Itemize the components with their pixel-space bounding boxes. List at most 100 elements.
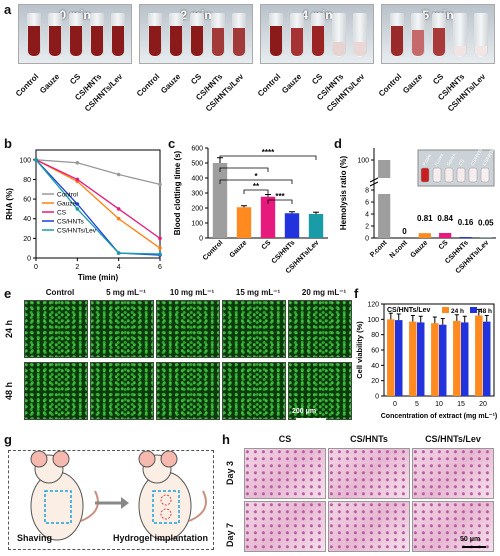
data-point [76,161,80,165]
y-tick-label: 600 [191,146,203,153]
blood-fill [70,26,82,56]
y-tick-label: 0 [375,394,379,401]
data-point [34,158,38,162]
tube [390,13,404,57]
y-tick-label: 100 [19,157,31,164]
x-tick-label: 6 [158,264,162,271]
legend-swatch [442,307,449,313]
inset-tube [445,168,453,182]
column-label: 20 mg mL⁻¹ [292,288,356,297]
y-tick-label: 40 [371,363,379,370]
y-axis-label: Cell viability (%) [355,321,364,379]
legend-label: 24 h [451,308,464,315]
histology-image [412,448,494,499]
blood-fill [49,26,61,56]
bar [453,321,460,396]
bar [439,233,451,238]
series-line-2 [36,160,160,239]
blood-fill [191,26,203,56]
category-label: Gauze [409,239,429,259]
data-point [117,207,121,211]
bar [309,214,323,238]
blood-fill [454,46,466,56]
row-label: 24 h [4,320,14,338]
significance-label: *** [275,192,285,201]
bar [417,322,424,396]
y-axis-label: Hemolysis ratio (%) [339,156,348,231]
series-line-1 [36,160,160,248]
value-label: 0.81 [417,214,433,223]
x-tick-label: 0 [393,401,397,408]
blood-fill [475,46,487,56]
series-line-4 [36,160,160,254]
histology-image [328,448,410,499]
row-label: Day 3 [225,461,235,485]
blood-fill [333,42,345,56]
blood-fill [28,26,40,56]
blood-fill [212,28,224,56]
bar [378,160,390,178]
row-label: 48 h [4,382,14,400]
inset-tube [433,168,441,182]
fluorescence-image [24,300,88,358]
x-tick-label: 4 [117,264,121,271]
tube [190,13,204,57]
histology-image [244,448,326,499]
y-tick-label: 80 [23,177,31,184]
blood-fill [433,28,445,56]
bar [237,207,251,238]
tube [269,13,283,57]
panel-label-a: a [4,2,11,17]
category-label: Gauze [229,239,249,259]
y-tick-label: 20 [23,236,31,243]
y-axis-label: RHA (%) [5,188,14,220]
x-tick-label: 5 [415,401,419,408]
y-tick-label: 500 [191,161,203,168]
category-label: N.cont [389,239,410,260]
y-tick-label: 2 [365,224,369,231]
value-label: 0.16 [458,218,474,227]
significance-label: **** [262,148,275,157]
y-axis-label: Blood clotting time (s) [173,150,182,235]
y-tick-label: 80 [371,332,379,339]
arrow-head-icon [121,497,129,509]
tube [453,13,467,57]
fluorescence-image [222,362,286,420]
panel-g-frame: Shaving Hydrogel implantation [8,450,214,550]
legend-swatch [470,307,477,313]
tube [111,13,125,57]
blood-fill [291,28,303,56]
bar [378,194,390,238]
legend-label: CS/HNTs [57,219,84,226]
significance-label: ** [253,182,260,191]
blood-fill [354,42,366,56]
y-tick-label: 100 [357,158,369,165]
tube [432,13,446,57]
bar [483,322,490,396]
tube [332,13,346,57]
inset-tube [469,168,477,182]
histology-image [328,501,410,552]
fluorescence-image [156,362,220,420]
x-axis-label: Concentration of extract (mg mL⁻¹) [381,413,497,420]
mouse-shaving-icon [31,451,98,540]
tube [169,13,183,57]
blood-fill [149,26,161,56]
bar [461,322,468,396]
category-label: Control [202,239,225,262]
bar [213,163,227,238]
y-tick-label: 20 [371,378,379,385]
category-label: P.cont [369,239,389,259]
fluorescence-image [90,300,154,358]
blood-fill [312,26,324,56]
data-point [158,246,162,250]
chart-title: CS/HNTs/Lev [387,307,431,314]
data-point [158,237,162,241]
legend-label: Gauze [57,201,77,208]
column-label: 15 mg mL⁻¹ [226,288,290,297]
x-tick-label: 10 [435,401,443,408]
label-shaving: Shaving [17,533,52,543]
y-tick-label: 300 [191,191,203,198]
